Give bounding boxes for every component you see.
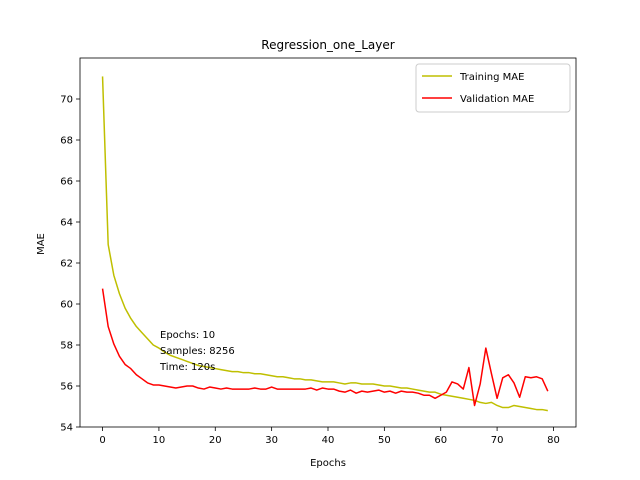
x-tick-label: 30 [265,435,278,446]
x-tick-label: 20 [209,435,222,446]
y-tick-label: 56 [60,382,73,393]
x-tick-label: 70 [491,435,504,446]
x-tick-label: 50 [378,435,391,446]
annotation-line-samples: Samples: 8256 [160,346,235,357]
x-tick-label: 10 [153,435,166,446]
x-ticks: 0 10 20 30 40 50 60 70 80 [99,427,560,446]
x-tick-label: 0 [99,435,105,446]
chart-title: Regression_one_Layer [261,38,394,52]
legend-label-validation: Validation MAE [460,94,534,105]
annotation: Epochs: 10 Samples: 8256 Time: 120s [159,330,235,373]
y-tick-label: 66 [60,177,73,188]
series-line-validation [101,288,549,407]
annotation-line-time: Time: 120s [159,362,215,373]
series-layer [101,76,549,412]
y-tick-label: 64 [60,218,73,229]
x-axis-label: Epochs [310,458,346,469]
y-tick-label: 62 [60,259,73,270]
legend-box [415,63,571,113]
y-tick-label: 58 [60,341,73,352]
y-tick-label: 68 [60,136,73,147]
plot-frame [79,57,577,428]
y-tick-label: 60 [60,300,73,311]
legend: Training MAE Validation MAE [415,63,571,113]
x-tick-label: 60 [434,435,447,446]
x-tick-label: 80 [547,435,560,446]
y-axis-label: MAE [36,233,47,255]
y-tick-label: 70 [60,95,73,106]
y-ticks: 54 56 58 60 62 64 66 68 70 [60,95,80,434]
annotation-line-epochs: Epochs: 10 [160,330,215,341]
x-tick-label: 40 [322,435,335,446]
legend-label-training: Training MAE [459,72,524,83]
y-tick-label: 54 [60,423,73,434]
